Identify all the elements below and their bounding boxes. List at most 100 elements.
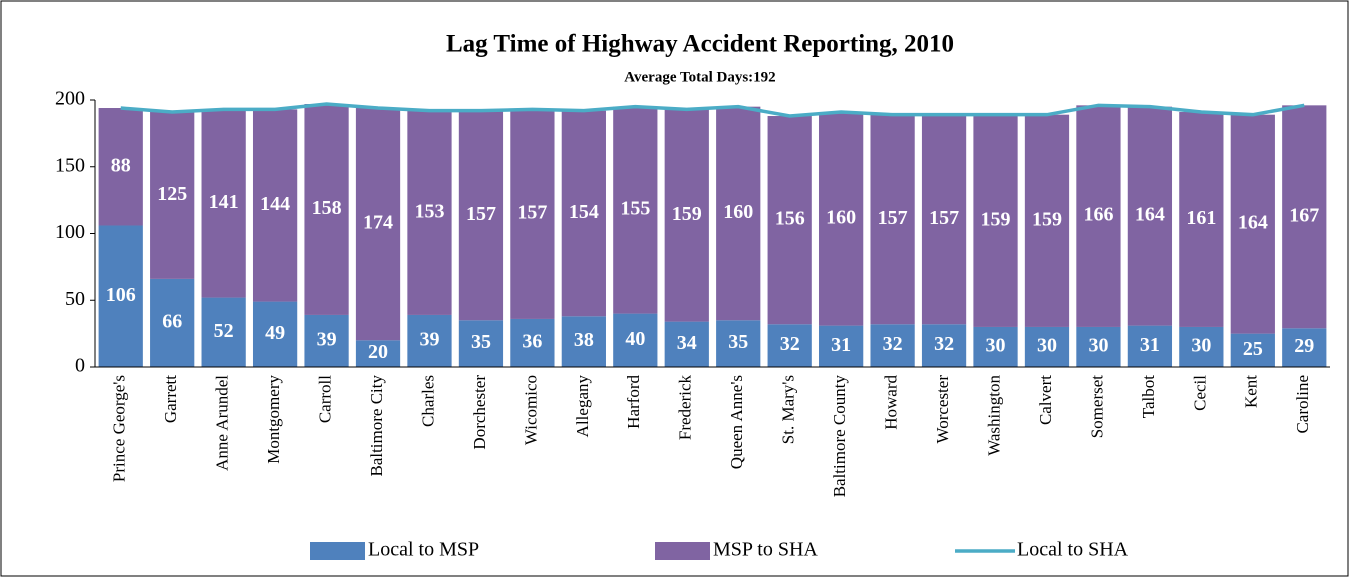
legend-swatch (655, 542, 710, 560)
bar-segment (304, 104, 349, 315)
legend-label: Local to SHA (1017, 539, 1129, 561)
data-label: 52 (214, 320, 234, 342)
data-label: 38 (574, 329, 594, 351)
data-label: 32 (780, 333, 800, 355)
data-label: 20 (368, 341, 388, 363)
bar-segment (355, 340, 401, 367)
bar-segment (1230, 333, 1275, 367)
x-tick-label: Wicomico (521, 375, 540, 445)
data-label: 31 (1140, 334, 1160, 356)
x-tick-label: Worcester (933, 375, 952, 444)
bar-segment (201, 297, 246, 367)
data-label: 29 (1294, 335, 1314, 357)
data-label: 66 (162, 311, 182, 333)
bar-segment (870, 324, 915, 367)
x-tick-label: Anne Arundel (213, 375, 232, 471)
data-label: 159 (1032, 208, 1062, 230)
data-label: 35 (728, 331, 748, 353)
bar-segment (561, 110, 606, 317)
data-label: 161 (1186, 207, 1216, 229)
x-tick-label: Montgomery (264, 375, 283, 464)
bar-segment (252, 301, 298, 367)
line (120, 102, 1305, 118)
x-tick-label: Allegany (573, 375, 592, 438)
data-label: 25 (1243, 338, 1263, 360)
bar-segment (716, 320, 761, 367)
data-label: 34 (677, 332, 697, 354)
chart-subtitle: Average Total Days:192 (624, 69, 775, 85)
bar-segment (150, 278, 195, 367)
data-label: 160 (826, 206, 856, 228)
x-tick-label: Baltimore County (830, 375, 849, 498)
bar-segment (1179, 326, 1224, 367)
x-tick-label: Prince George's (110, 375, 129, 482)
data-label: 39 (419, 329, 439, 351)
bar-segment (458, 320, 504, 367)
bar-segment (1179, 112, 1224, 327)
data-label: 141 (209, 191, 239, 213)
bar-segment (716, 106, 761, 321)
x-tick-label: Charles (418, 375, 437, 427)
bar-segment (201, 109, 246, 298)
bar-segment (767, 116, 812, 325)
data-label: 30 (1037, 335, 1057, 357)
data-label: 36 (522, 331, 542, 353)
bar-segment (613, 106, 658, 314)
x-tick-label: Frederick (676, 375, 695, 441)
bar-segment (819, 325, 864, 367)
bar-segment (510, 318, 555, 367)
data-label: 155 (620, 198, 650, 220)
bar-segment (613, 313, 658, 367)
data-label: 164 (1238, 212, 1268, 234)
x-tick-label: St. Mary's (779, 375, 798, 444)
bar-segment (870, 114, 915, 325)
bar-segment (1127, 325, 1173, 367)
x-tick-label: Somerset (1087, 375, 1106, 439)
data-label: 40 (625, 328, 645, 350)
bar-segment (1024, 326, 1070, 367)
bar-segment (1024, 114, 1070, 327)
bar-segment (1076, 105, 1121, 327)
y-tick-label: 100 (55, 221, 85, 243)
x-tick-label: Garrett (161, 375, 180, 423)
x-tick-label: Baltimore City (367, 375, 386, 477)
bar-segment (355, 108, 401, 341)
data-label: 159 (981, 208, 1011, 230)
bar-segment (664, 109, 709, 322)
x-tick-label: Kent (1242, 375, 1261, 408)
data-label: 159 (672, 203, 702, 225)
bar-segment (1076, 326, 1121, 367)
x-tick-label: Queen Anne's (727, 375, 746, 469)
bar-segment (510, 109, 555, 319)
data-label: 39 (317, 329, 337, 351)
bar-segment (1282, 328, 1327, 367)
bar-segment (407, 314, 452, 367)
data-label: 35 (471, 331, 491, 353)
data-label: 166 (1083, 204, 1113, 226)
bar-segment (1282, 105, 1327, 329)
bar-segment (921, 114, 967, 325)
bar-segment (973, 326, 1018, 367)
bar-segment (150, 112, 195, 279)
data-label: 125 (157, 183, 187, 205)
data-label: 30 (1191, 335, 1211, 357)
bar-segment (973, 114, 1018, 327)
x-tick-label: Howard (882, 375, 901, 430)
x-tick-label: Cecil (1190, 375, 1209, 411)
data-label: 88 (111, 154, 131, 176)
y-tick-label: 50 (65, 288, 85, 310)
data-label: 158 (312, 197, 342, 219)
y-tick-label: 0 (75, 355, 85, 377)
data-label: 160 (723, 201, 753, 223)
x-tick-label: Caroline (1293, 375, 1312, 434)
data-label: 156 (775, 208, 805, 230)
data-label: 157 (517, 202, 547, 224)
x-tick-label: Calvert (1036, 375, 1055, 425)
bar-segment (1230, 114, 1275, 334)
bar-segment (767, 324, 812, 367)
data-label: 32 (934, 333, 954, 355)
chart-title: Lag Time of Highway Accident Reporting, … (446, 31, 954, 58)
x-tick-label: Carroll (315, 375, 334, 423)
bar-segment (921, 324, 967, 367)
